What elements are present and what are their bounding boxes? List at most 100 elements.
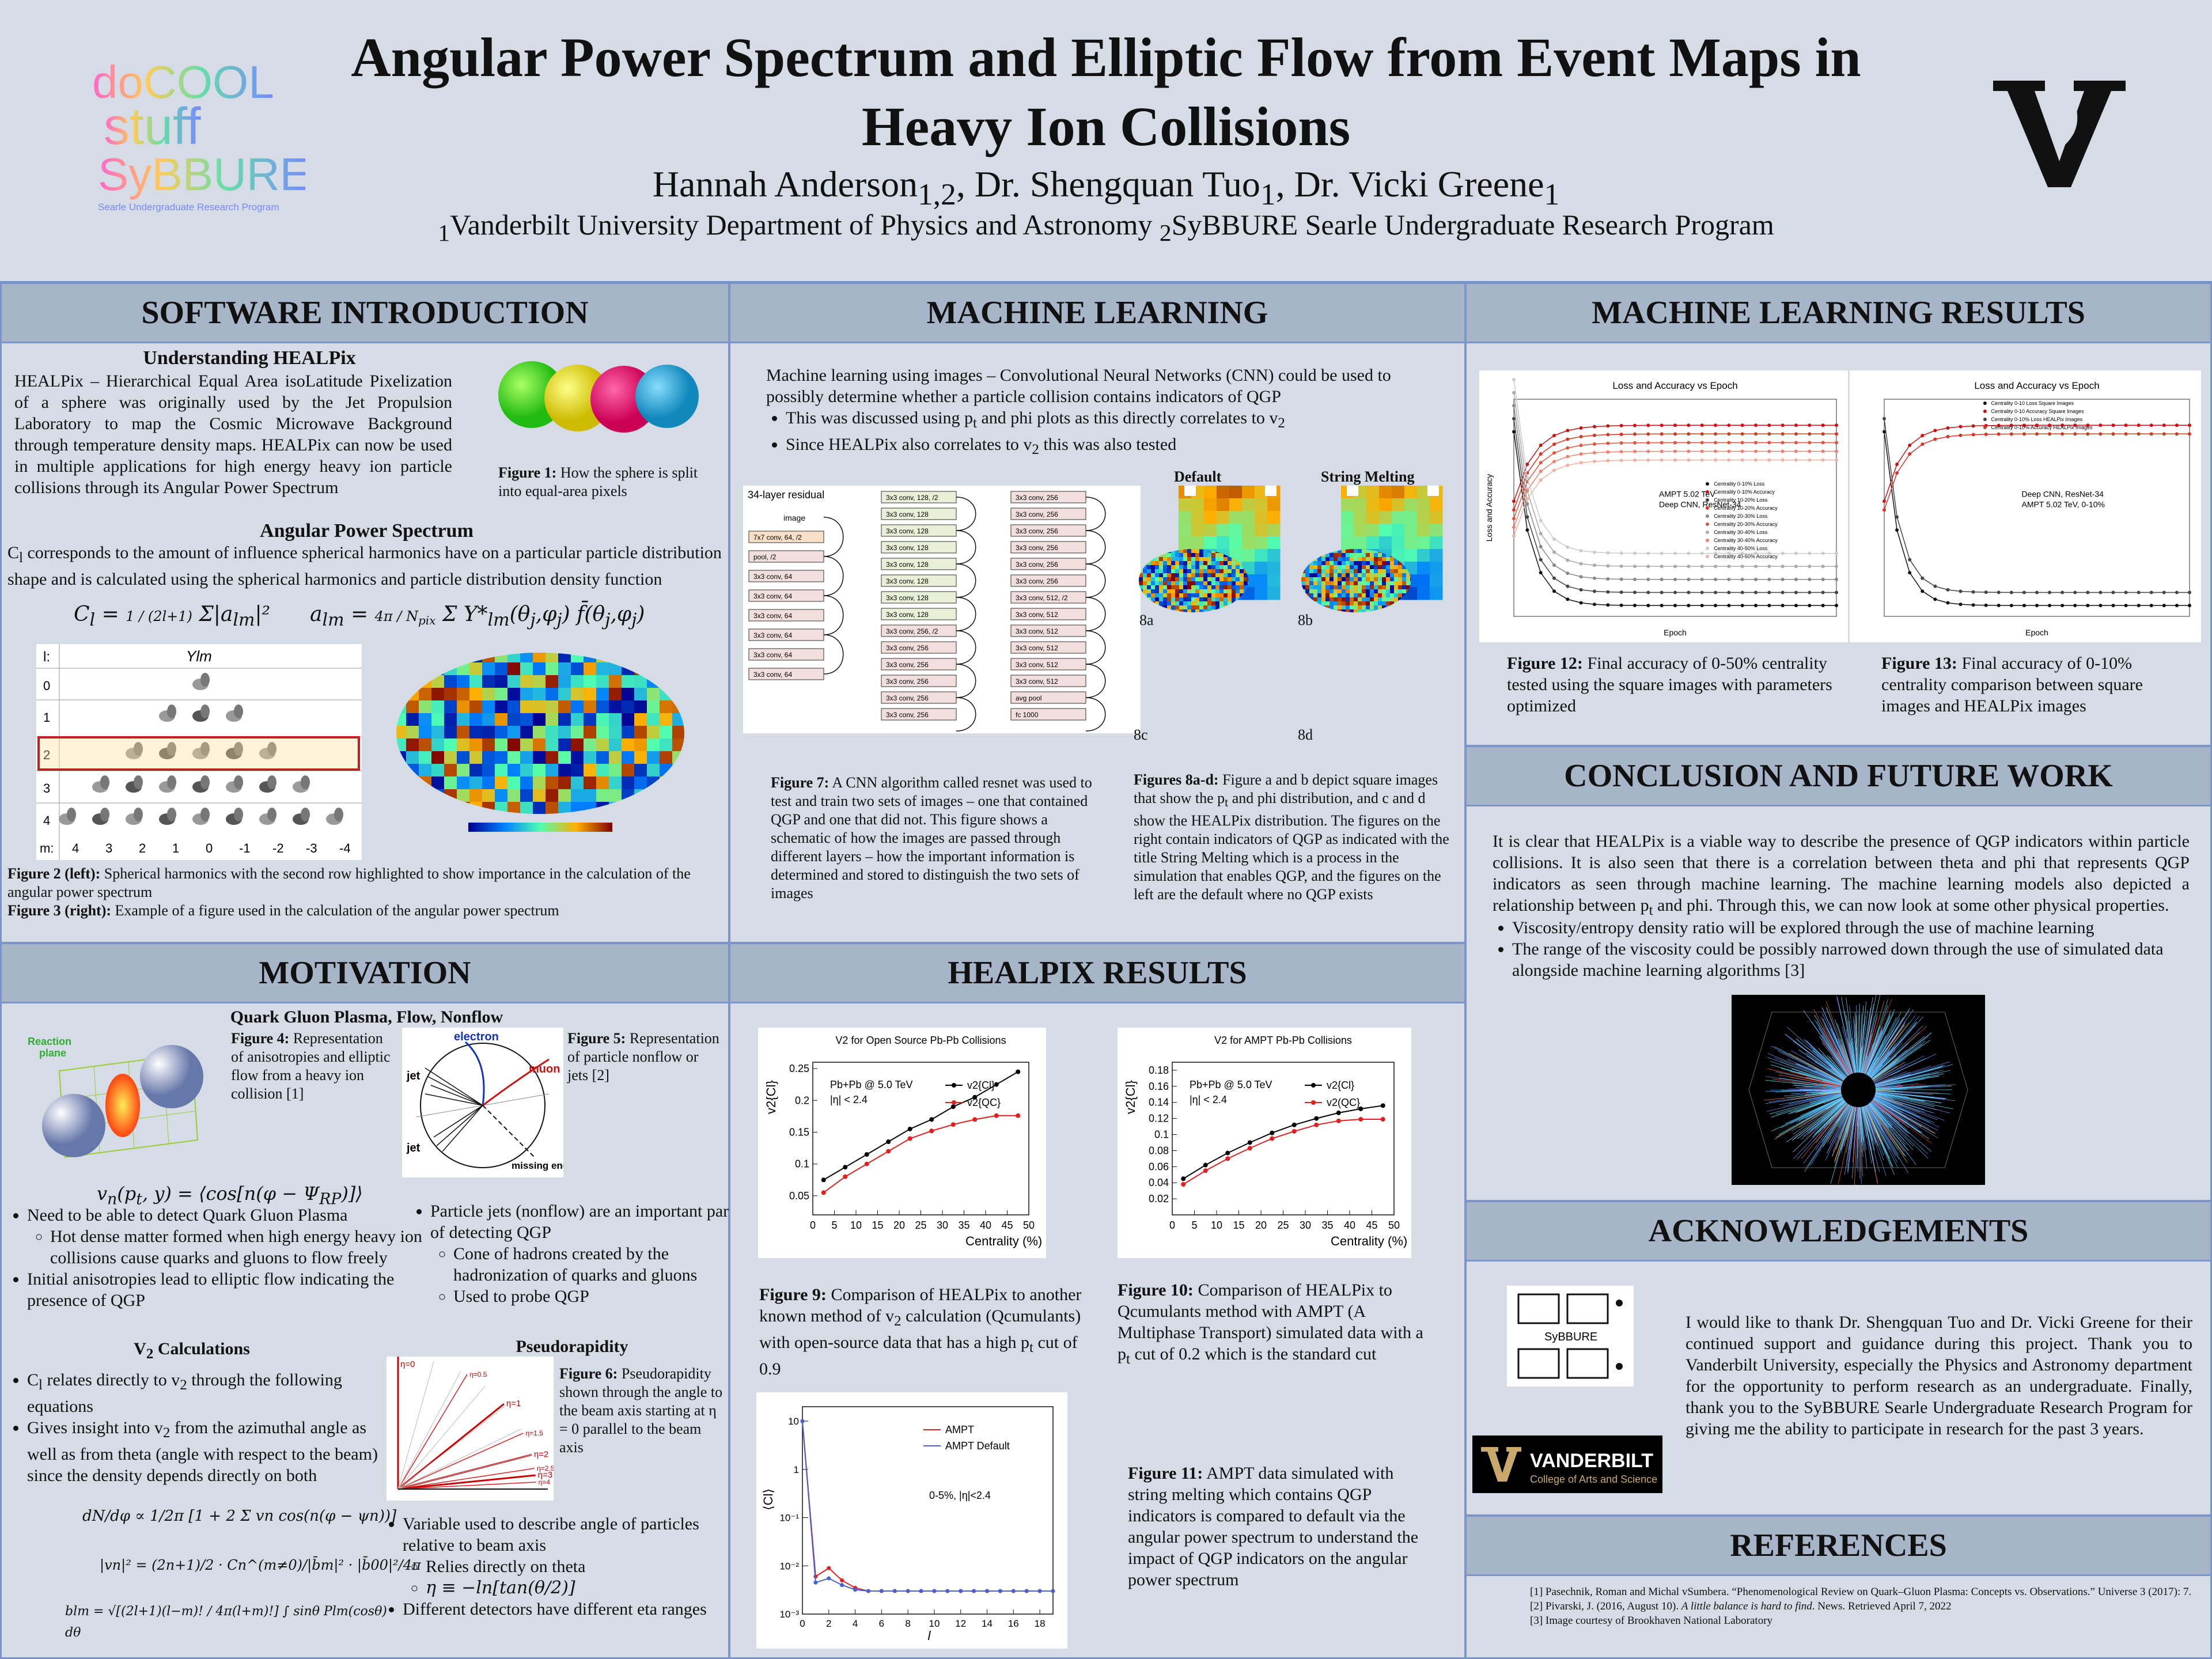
sub-qgp: Quark Gluon Plasma, Flow, Nonflow [230,1007,503,1027]
data-point [1270,1136,1275,1141]
data-point [1380,1117,1385,1122]
data-point [813,1580,818,1585]
data-point [1358,1117,1363,1122]
table-m-value: -2 [272,841,284,855]
legend-entry: v2{Cl} [967,1080,995,1091]
vanderbilt-arts-science-logo: VANDERBILT College of Arts and Science [1472,1435,1662,1493]
figure-13-caption: Figure 13: Final accuracy of 0-10% centr… [1881,654,2143,715]
table-m-value: -4 [339,841,351,855]
logo-line-2: stuff [104,98,201,156]
figure-11-chart: 0 2 4 6 8 10 12 14 16 18 10⁻³ 10⁻² 10⁻¹ 1 10 l ⟨Cl⟩ 0-5%,… [756,1392,1067,1649]
y-tick-label: 0.18 [1149,1065,1169,1076]
series-line [802,1421,1053,1592]
figure-6-caption: Figure 6: Pseudorapidity shown through t… [559,1365,723,1456]
x-tick-label: 6 [879,1618,884,1629]
figure-4-caption: Figure 4: Representation of anisotropies… [231,1030,391,1102]
svg-text:electron: electron [454,1031,499,1043]
plot-legend-entry: Centrality 0-10 Accuracy Square Images [1991,408,2085,414]
svg-text:VANDERBILT: VANDERBILT [1530,1450,1653,1472]
plot-legend-entry: Centrality 10-20% Accuracy [1714,505,1778,511]
resnet-layer: 3x3 conv, 128 [886,611,929,619]
data-point [1181,1182,1186,1187]
v2-bullets: Cl relates directly to v2 through the fo… [7,1369,396,1486]
ml-bullets: This was discussed using pt and phi plot… [766,407,1454,460]
table-m-value: 4 [72,841,79,855]
eta-line [397,1482,536,1490]
motivation-left-bullets: Need to be able to detect Quark Gluon Pl… [7,1205,425,1311]
x-tick-label: 5 [831,1219,837,1231]
plot-series-line [1513,442,1836,519]
plot-xlabel: Epoch [2025,628,2048,637]
y-tick-label: 0.2 [795,1094,809,1106]
y-tick-label: 0.05 [789,1190,809,1202]
resnet-layer: 3x3 conv, 64 [753,651,792,659]
resnet-layer: 3x3 conv, 256, /2 [886,627,938,635]
chart-annotation: |η| < 2.4 [1190,1094,1227,1105]
panel-ml-results: MACHINE LEARNING RESULTS Loss and Accura… [1465,282,2212,747]
equation-dn-dphi: dN/dφ ∝ 1/2π [1 + 2 Σ vn cos(n(φ − ψn))] [82,1508,397,1525]
sub-angular-power-spectrum: Angular Power Spectrum [260,520,474,541]
plot-annotation: Deep CNN, ResNet-34 [2022,490,2104,499]
resnet-layer: 3x3 conv, 512 [1016,677,1058,685]
data-point [840,1578,844,1582]
figure-13-plot: Loss and Accuracy vs Epoch Epoch Deep CNN,… [1850,370,2201,642]
y-tick-label: 10⁻³ [779,1609,799,1620]
x-tick-label: 10 [929,1618,940,1629]
plot-series-line [1513,392,1836,567]
bullet-insight: Gives insight into v2 from the azimuthal… [27,1417,396,1486]
data-point [1037,1589,1042,1593]
data-point [1247,1146,1252,1151]
label-8a: 8a [1139,612,1154,628]
plot-annotation: Deep CNN, ResNet-34 [1659,500,1741,509]
plot-title: Loss and Accuracy vs Epoch [1612,380,1737,391]
logo-line-1: doCOOL [92,56,274,108]
y-tick-label: 0.06 [1149,1161,1169,1172]
x-tick-label: 10 [850,1219,862,1231]
label-8b: 8b [1298,612,1313,628]
x-tick-label: 4 [853,1618,858,1629]
y-tick-label: 0.25 [789,1063,809,1074]
panel-conclusion: CONCLUSION AND FUTURE WORK It is clear t… [1465,745,2212,1202]
legend-entry: AMPT [945,1424,974,1435]
table-m-value: 2 [139,841,146,855]
figure-9-chart: V2 for Open Source Pb-Pb Collisions 0 5 10 1… [758,1028,1046,1258]
data-point [932,1589,937,1593]
table-m-value: 1 [172,841,179,855]
x-tick-label: 35 [958,1219,969,1231]
reference-3: [3] Image courtesy of Brookhaven Nationa… [1530,1615,1773,1627]
data-point [1051,1589,1055,1593]
resnet-layer: 3x3 conv, 128 [886,594,929,602]
eta-label: η=4 [539,1478,551,1486]
resnet-layer: 3x3 conv, 256 [1016,544,1058,552]
resnet-layer: 3x3 conv, 64 [753,671,792,679]
data-point [972,1094,978,1100]
plot-title: Loss and Accuracy vs Epoch [1974,380,2099,391]
table-m-value: -3 [306,841,317,855]
y-axis-label: ⟨Cl⟩ [761,1488,775,1510]
legend-entry: v2{Cl} [1327,1080,1354,1091]
eta-label: η=0.5 [469,1370,487,1378]
resnet-layer: 3x3 conv, 256 [1016,494,1058,502]
resnet-layer: 3x3 conv, 128 [886,510,929,518]
ml-bullet-1: This was discussed using pt and phi plot… [786,407,1454,434]
heading-acknowledgements: ACKNOWLEDGEMENTS [1467,1202,2210,1262]
data-point [1016,1069,1021,1074]
label-8d: 8d [1298,726,1313,743]
figure-4-elliptic-flow: Reaction plane [28,1036,203,1158]
data-point [879,1589,884,1593]
x-tick-label: 14 [982,1618,993,1629]
x-axis-label: Centrality (%) [1331,1234,1407,1248]
plot-legend-entry: Centrality 30-40% Accuracy [1714,537,1778,543]
y-tick-label: 0.15 [789,1126,809,1138]
sub-pseudorapidity: Pseudorapidity [516,1337,628,1356]
y-tick-label: 0.16 [1149,1081,1169,1092]
x-tick-label: 0 [1169,1219,1175,1231]
figure-10-chart: V2 for AMPT Pb-Pb Collisions 0 5 10 15 20 25 30… [1118,1028,1411,1258]
resnet-layer: 3x3 conv, 64 [753,592,792,600]
plot-series-line [1513,431,1836,606]
table-row-label: 2 [43,748,50,762]
references-list: [1] Pasechnik, Roman and Michal vSumbera… [1530,1585,2204,1628]
plot-series-line [1513,450,1836,528]
plot-annotation: AMPT 5.02 TeV [1659,490,1715,499]
legend-entry: v2{QC} [967,1097,1001,1108]
